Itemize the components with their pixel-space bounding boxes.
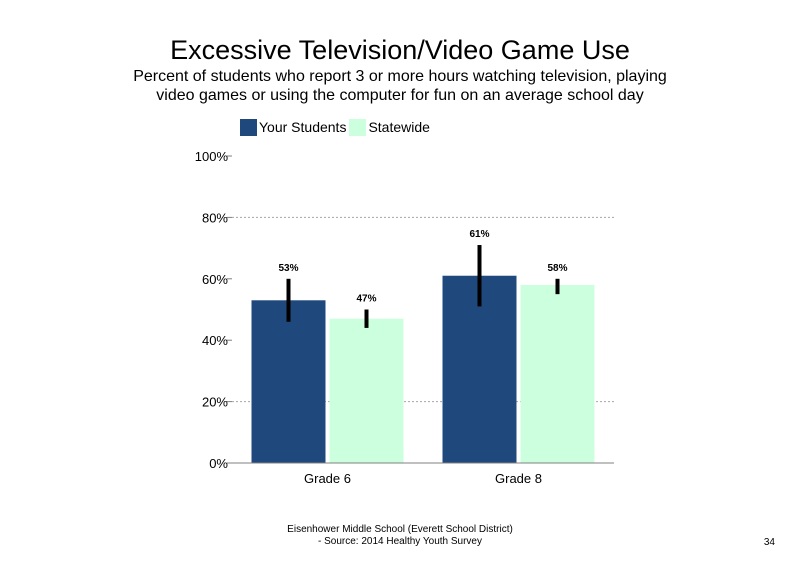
footer-school: Eisenhower Middle School (Everett School…	[287, 524, 513, 535]
legend: Your Students Statewide	[240, 117, 433, 137]
chart-title: Excessive Television/Video Game Use	[170, 35, 630, 65]
legend-label-statewide: Statewide	[368, 119, 430, 135]
x-tick-label: Grade 8	[495, 471, 542, 486]
data-label: 53%	[278, 263, 298, 274]
legend-swatch-your-students	[240, 118, 257, 136]
bar	[251, 300, 326, 463]
y-tick-label: 60%	[202, 272, 228, 287]
bars: 53% 47% 61% 58%	[251, 229, 595, 463]
axes: 0% 20% 40% 60% 80% 100% Grade 6 Grade 8	[195, 149, 614, 486]
footer-survey: - Source: 2014 Healthy Youth Survey	[318, 536, 482, 547]
data-label: 47%	[356, 294, 376, 305]
page-number: 34	[763, 537, 775, 548]
y-tick-label: 100%	[195, 149, 229, 164]
legend-item-your-students: Your Students	[240, 118, 347, 136]
y-tick-label: 20%	[202, 395, 228, 410]
y-tick-label: 80%	[202, 210, 228, 225]
data-label: 61%	[469, 229, 489, 240]
legend-swatch-statewide	[349, 118, 367, 136]
bar	[520, 284, 595, 463]
legend-item-statewide: Statewide	[349, 118, 430, 136]
bar	[329, 318, 404, 463]
bar	[442, 275, 517, 463]
x-tick-label: Grade 6	[304, 471, 351, 486]
data-label: 58%	[547, 263, 567, 274]
footer-source: Eisenhower Middle School (Everett School…	[200, 524, 600, 548]
y-tick-label: 40%	[202, 333, 228, 348]
chart-subtitle: Percent of students who report 3 or more…	[133, 68, 667, 104]
y-tick-label: 0%	[209, 456, 228, 471]
legend-label-your-students: Your Students	[259, 119, 347, 135]
